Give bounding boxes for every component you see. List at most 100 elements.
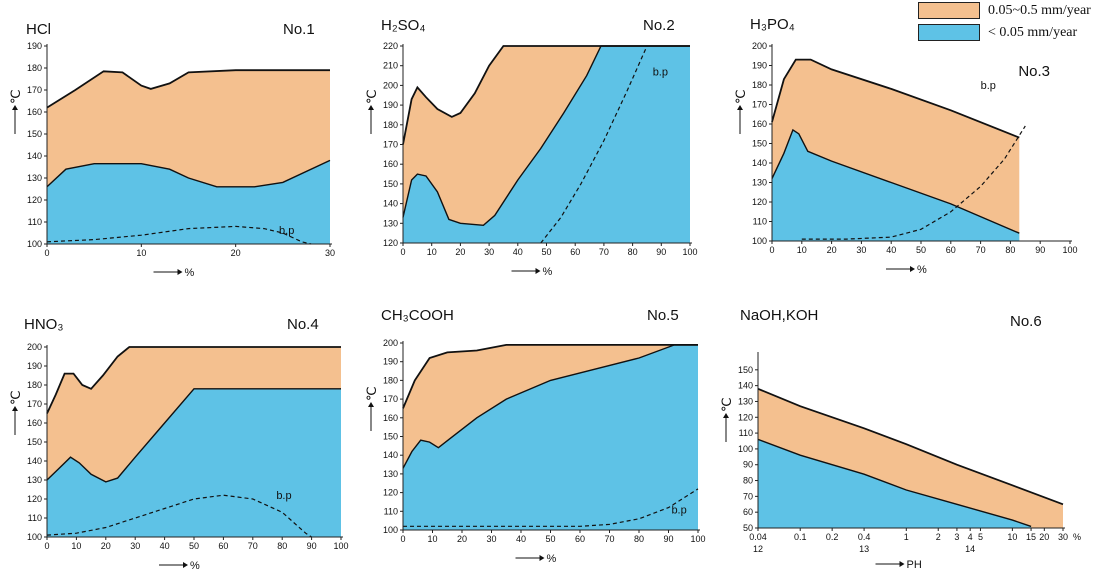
x-tick-label: 30 xyxy=(856,245,866,255)
y-tick-label: 180 xyxy=(383,120,398,130)
boundary-line-upper xyxy=(46,69,330,109)
legend: 0.05~0.5 mm/year < 0.05 mm/year xyxy=(918,0,1100,44)
boundary-line-upper xyxy=(757,387,1064,506)
x-tick-label: 100 xyxy=(682,247,697,257)
bp-label: b.p xyxy=(653,67,668,79)
y-tick-label: 130 xyxy=(27,475,42,485)
x-axis-unit: PH xyxy=(907,559,922,571)
x-tick-label: 0.2 xyxy=(826,532,839,542)
y-tick-label: 150 xyxy=(27,129,42,139)
y-tick-label: 150 xyxy=(383,432,398,442)
x-unit-label: % xyxy=(1073,532,1081,542)
legend-swatch-blue xyxy=(918,24,980,41)
x-tick-label: 40 xyxy=(160,541,170,551)
x-tick-label: 10 xyxy=(427,247,437,257)
y-tick-label: 190 xyxy=(383,100,398,110)
boundary-line-lower xyxy=(757,438,1032,528)
panel-number: No.6 xyxy=(1010,313,1042,330)
x-axis-arrowhead xyxy=(910,266,915,272)
x-tick-label: 5 xyxy=(978,532,983,542)
x-tick-label: 2 xyxy=(936,532,941,542)
x-axis-arrowhead xyxy=(899,561,905,567)
x-tick-label: 0 xyxy=(44,248,49,258)
x-tick-label: 20 xyxy=(1039,532,1049,542)
y-tick-label: 190 xyxy=(752,61,767,71)
x-axis-unit: % xyxy=(190,560,200,572)
x-tick-label: 90 xyxy=(307,541,317,551)
y-tick-label: 120 xyxy=(738,412,753,422)
region-blue xyxy=(47,388,341,537)
boundary-line-upper xyxy=(46,346,341,414)
x-tick-label: 100 xyxy=(1062,245,1077,255)
x-tick-label: 60 xyxy=(946,245,956,255)
y-axis-arrowhead xyxy=(368,105,374,110)
y-axis-arrowhead xyxy=(12,406,18,411)
x-tick-label: 3 xyxy=(954,532,959,542)
panel-number: No.1 xyxy=(283,21,315,38)
y-tick-label: 160 xyxy=(383,159,398,169)
x-tick-label: 30 xyxy=(486,534,496,544)
boundary-line-upper xyxy=(402,45,690,145)
y-tick-label: 100 xyxy=(27,532,42,542)
y-tick-label: 170 xyxy=(383,394,398,404)
region-blue xyxy=(772,129,1020,241)
y-tick-label: 100 xyxy=(27,239,42,249)
x-tick-label: 0 xyxy=(400,534,405,544)
y-tick-label: 200 xyxy=(27,342,42,352)
y-tick-label: 190 xyxy=(27,41,42,51)
x-tick-label: 90 xyxy=(663,534,673,544)
y-tick-label: 100 xyxy=(752,236,767,246)
y-tick-label: 130 xyxy=(738,396,753,406)
x-tick-label: 0 xyxy=(44,541,49,551)
y-tick-label: 100 xyxy=(383,525,398,535)
bp-label: b.p xyxy=(981,80,996,92)
y-tick-label: 150 xyxy=(27,437,42,447)
y-axis-unit: ℃ xyxy=(8,390,23,405)
chart-title: H₂SO₄ xyxy=(381,17,425,34)
x-tick-label: 90 xyxy=(1035,245,1045,255)
chart-title: H₃PO₄ xyxy=(750,16,795,33)
y-tick-label: 200 xyxy=(383,338,398,348)
x-tick-label: 20 xyxy=(231,248,241,258)
region-blue xyxy=(758,439,1032,528)
y-axis-label: ℃ xyxy=(719,397,734,442)
y-tick-label: 110 xyxy=(28,513,42,523)
x-axis-arrowhead xyxy=(177,269,183,275)
region-blue xyxy=(403,344,698,530)
y-axis-unit: ℃ xyxy=(364,89,379,104)
legend-item-orange: 0.05~0.5 mm/year xyxy=(918,1,1100,20)
chart-panel-5: b.p 100 110 120 130 140 150 160 170 180 190 200 0 10 2… xyxy=(364,307,706,565)
x-tick-label: 0.4 xyxy=(858,532,871,542)
boundary-line-upper xyxy=(402,344,698,409)
x-axis-unit: % xyxy=(547,553,557,565)
bp-label: b.p xyxy=(279,225,294,237)
y-tick-label: 80 xyxy=(743,476,753,486)
chart-title: HNO₃ xyxy=(24,316,63,333)
y-axis-unit: ℃ xyxy=(8,89,23,104)
y-tick-label: 150 xyxy=(383,179,398,189)
x-tick-label: 0 xyxy=(400,247,405,257)
bp-label: b.p xyxy=(276,490,291,502)
legend-label-orange: 0.05~0.5 mm/year xyxy=(988,3,1091,18)
x-axis-arrowhead xyxy=(539,555,545,561)
x-tick-label: 40 xyxy=(886,245,896,255)
y-axis-arrowhead xyxy=(737,105,743,110)
y-axis-label: ℃ xyxy=(364,386,379,431)
panel-number: No.5 xyxy=(647,307,679,324)
bp-label: b.p xyxy=(671,504,686,516)
x-tick-label: 80 xyxy=(1005,245,1015,255)
x-tick-label: 0.04 xyxy=(749,532,767,542)
boundary-line-lower xyxy=(771,128,1020,234)
y-tick-label: 190 xyxy=(383,357,398,367)
x-tick-label: 80 xyxy=(277,541,287,551)
chart-panel-1: b.p 100 110 120 130 140 150 160 170 180 190 0 10 20 30… xyxy=(8,21,335,279)
y-tick-label: 160 xyxy=(383,413,398,423)
x-tick-label: 70 xyxy=(248,541,258,551)
y-tick-label: 170 xyxy=(27,399,42,409)
x-tick-label: 90 xyxy=(656,247,666,257)
y-tick-label: 200 xyxy=(383,80,398,90)
x-tick-label: 60 xyxy=(570,247,580,257)
x-tick-label: 40 xyxy=(513,247,523,257)
boundary-line-upper xyxy=(771,58,1020,139)
